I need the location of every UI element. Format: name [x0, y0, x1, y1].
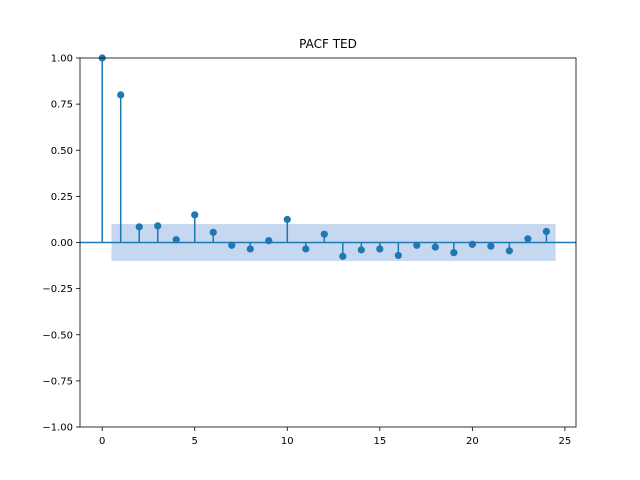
stem-marker [320, 230, 328, 238]
y-tick-label: −1.00 [42, 423, 73, 434]
stem-marker [357, 246, 365, 254]
stem-marker [542, 227, 550, 236]
stem-marker [191, 211, 199, 219]
stem-marker [265, 237, 273, 245]
y-tick-label: −0.75 [42, 376, 73, 387]
stem-marker [394, 251, 402, 260]
stem-marker [135, 223, 143, 231]
x-tick-label: 10 [281, 436, 294, 447]
stem-marker [172, 236, 180, 244]
y-tick-label: 1.00 [51, 54, 73, 65]
y-tick-label: 0.75 [51, 100, 73, 111]
y-tick-label: 0.50 [51, 146, 73, 157]
stem-marker [505, 247, 513, 255]
stem-marker [450, 249, 458, 257]
y-tick-label: 0.00 [51, 238, 73, 249]
stem-marker [413, 241, 421, 249]
x-axis: 0 5 10 15 20 25 [99, 427, 571, 447]
stem-marker [487, 242, 495, 250]
stem-marker [209, 228, 217, 236]
stem-marker [117, 91, 125, 99]
x-tick-label: 5 [192, 436, 198, 447]
y-axis: −1.00 −0.75 −0.50 −0.25 0.00 0.25 0.50 0.75 1.00 [42, 54, 80, 434]
x-tick-label: 20 [466, 436, 479, 447]
stem-marker [228, 241, 236, 249]
x-tick-label: 25 [559, 436, 572, 447]
chart-title: PACF TED [299, 37, 357, 51]
stem-marker [283, 215, 291, 224]
stem-marker [468, 240, 476, 248]
x-tick-label: 0 [99, 436, 105, 447]
stem-marker [339, 252, 347, 260]
stem-marker [302, 245, 310, 253]
stem-marker [524, 235, 532, 243]
stem-marker [154, 222, 162, 230]
stem-marker [246, 245, 254, 253]
y-tick-label: −0.25 [42, 284, 73, 295]
y-tick-label: 0.25 [51, 192, 73, 203]
x-tick-label: 15 [373, 436, 386, 447]
stem-marker [431, 243, 439, 251]
stem-marker [376, 245, 384, 253]
y-tick-label: −0.50 [42, 330, 73, 341]
